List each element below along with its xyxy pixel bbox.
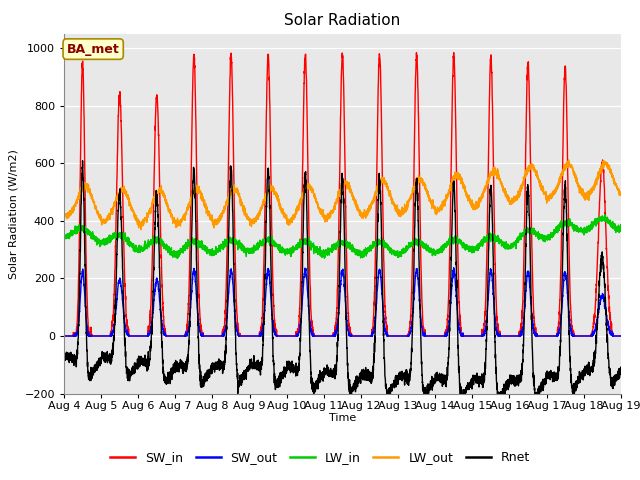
Legend: SW_in, SW_out, LW_in, LW_out, Rnet: SW_in, SW_out, LW_in, LW_out, Rnet	[105, 446, 535, 469]
Line: SW_in: SW_in	[64, 53, 621, 336]
Rnet	[617, 368, 625, 374]
LW_out	[564, 157, 572, 163]
SW_out	[436, 333, 444, 339]
Rnet	[79, 158, 86, 164]
Rnet	[616, 367, 624, 373]
Rnet	[467, 379, 475, 384]
Text: BA_met: BA_met	[67, 43, 120, 56]
Line: SW_out: SW_out	[64, 268, 621, 336]
LW_out	[137, 227, 145, 232]
LW_out	[467, 201, 475, 207]
LW_in	[499, 242, 507, 248]
LW_out	[616, 191, 624, 196]
LW_in	[173, 255, 181, 261]
SW_in	[617, 333, 625, 339]
SW_out	[467, 333, 475, 339]
SW_out	[499, 333, 507, 339]
Line: LW_in: LW_in	[64, 215, 621, 258]
SW_out	[322, 333, 330, 339]
Rnet	[60, 350, 68, 356]
LW_in	[60, 233, 68, 239]
SW_in	[616, 333, 624, 339]
Rnet	[499, 388, 507, 394]
LW_out	[499, 183, 507, 189]
Line: LW_out: LW_out	[64, 160, 621, 229]
Rnet	[436, 376, 444, 382]
LW_in	[322, 247, 330, 253]
SW_in	[467, 333, 475, 339]
LW_in	[160, 243, 168, 249]
SW_out	[450, 265, 458, 271]
LW_out	[322, 213, 330, 218]
SW_out	[616, 333, 624, 339]
X-axis label: Time: Time	[329, 413, 356, 423]
SW_in	[60, 333, 68, 339]
LW_in	[601, 212, 609, 217]
LW_in	[616, 226, 624, 232]
LW_out	[436, 204, 444, 210]
SW_out	[60, 333, 68, 339]
Title: Solar Radiation: Solar Radiation	[284, 13, 401, 28]
LW_out	[161, 191, 168, 197]
LW_out	[60, 217, 68, 223]
LW_out	[617, 192, 625, 198]
SW_in	[160, 323, 168, 328]
Y-axis label: Solar Radiation (W/m2): Solar Radiation (W/m2)	[9, 149, 19, 278]
Rnet	[161, 374, 168, 380]
Rnet	[322, 366, 330, 372]
Rnet	[495, 401, 503, 407]
LW_in	[467, 246, 475, 252]
LW_in	[617, 228, 625, 233]
SW_out	[617, 333, 625, 339]
LW_in	[436, 247, 444, 252]
SW_in	[499, 333, 507, 339]
SW_out	[160, 332, 168, 337]
Line: Rnet: Rnet	[64, 161, 621, 404]
SW_in	[322, 333, 330, 339]
SW_in	[436, 333, 444, 339]
SW_in	[450, 50, 458, 56]
